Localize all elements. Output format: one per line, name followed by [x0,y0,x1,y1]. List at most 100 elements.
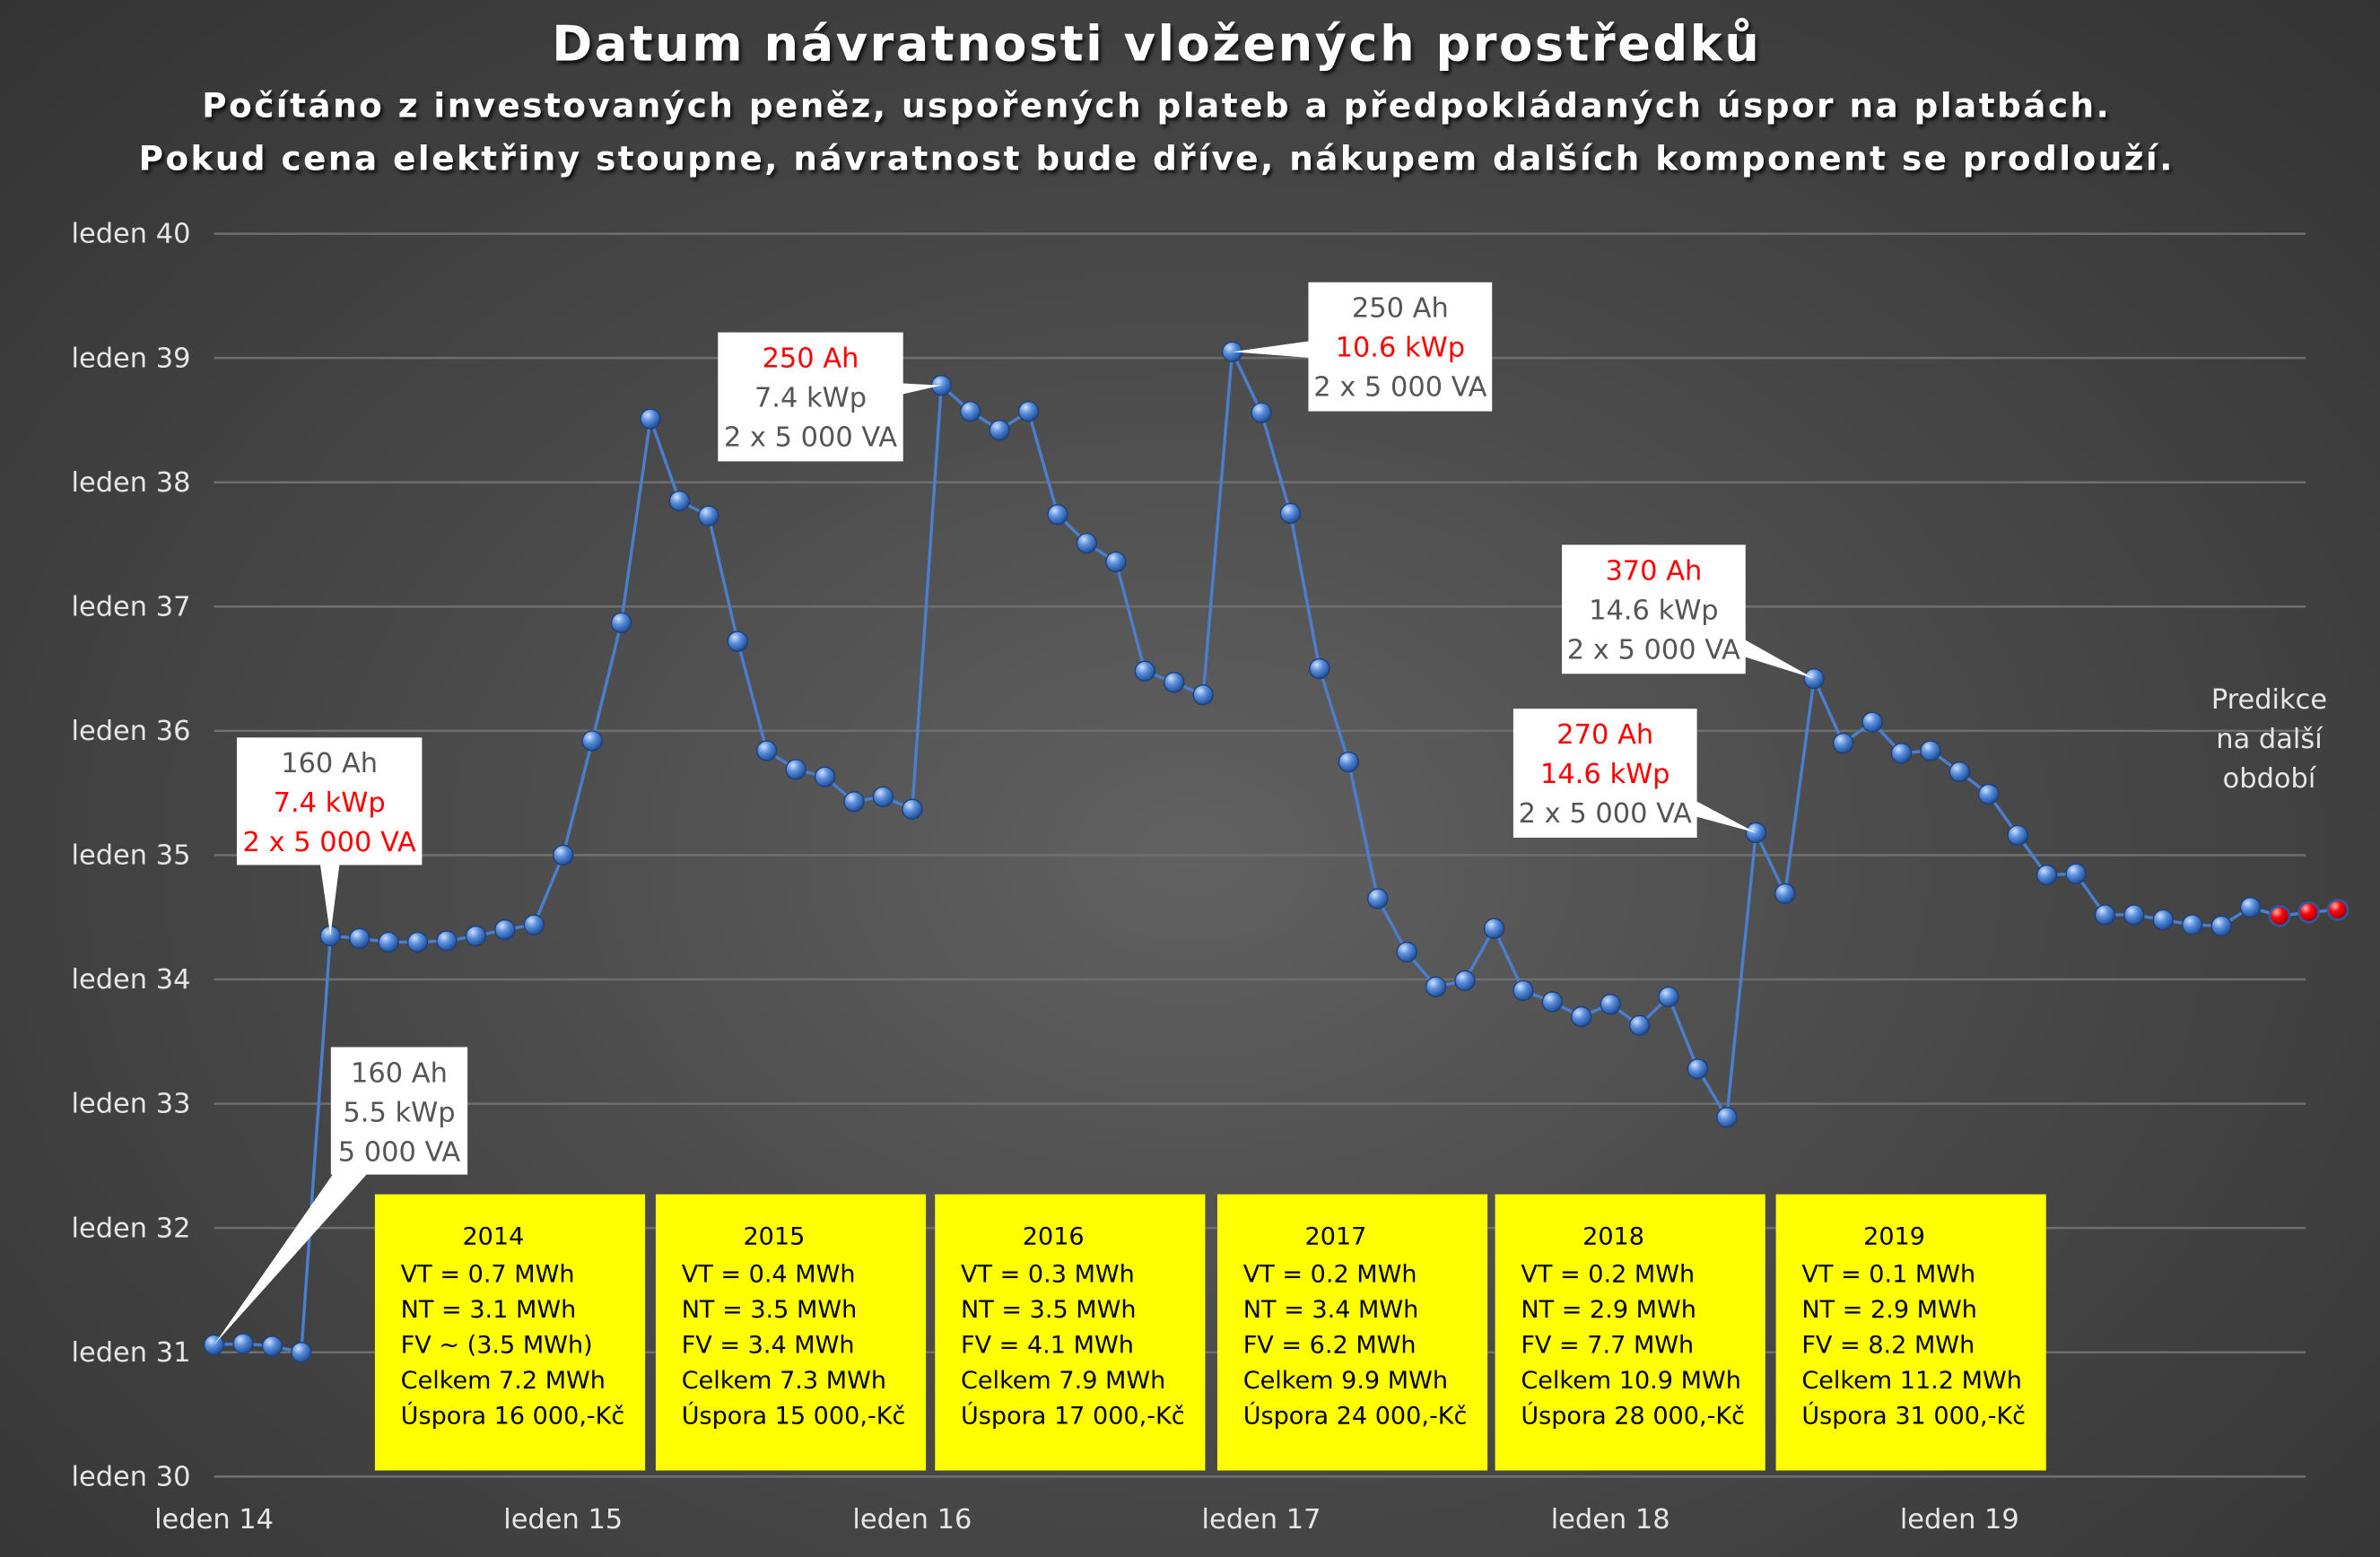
data-point [1716,1107,1738,1128]
data-point [1948,761,1971,783]
yearly-box-line: NT = 3.4 MWh [1243,1296,1419,1324]
data-point [2065,863,2087,884]
y-tick-label: leden 37 [72,591,191,622]
yearly-box-bg [935,1194,1206,1471]
data-point [2239,896,2262,918]
data-point [2094,904,2116,926]
data-point [1105,551,1127,573]
yearly-box-line: NT = 3.1 MWh [401,1296,577,1324]
yearly-box-line: Celkem 7.3 MWh [682,1367,886,1395]
yearly-summary-box: 2016 VT = 0.3 MWh NT = 3.5 MWh FV = 4.1 MWh… [935,1194,1206,1471]
yearly-box-bg [1495,1194,1765,1471]
callout-line: 250 Ah [1352,293,1449,325]
chart-subtitle-1: Počítáno z investovaných peněz, uspořený… [202,85,2111,125]
yearly-box-year: 2016 [1023,1222,1085,1250]
callout-line: 10.6 kWp [1336,333,1466,364]
data-point [727,631,748,652]
callout-line: 2 x 5 000 VA [724,422,897,453]
callout-line: 7.4 kWp [754,382,867,413]
callout-line: 14.6 kWp [1540,759,1670,790]
callout: 160 Ah 7.4 kWp 2 x 5 000 VA [236,737,423,936]
yearly-box-line: FV = 8.2 MWh [1801,1332,1975,1360]
yearly-box-line: FV = 6.2 MWh [1243,1332,1417,1360]
data-point [2036,864,2058,886]
data-point [1483,918,1505,939]
callout-line: 2 x 5 000 VA [1519,798,1692,830]
data-point [1425,976,1447,998]
callout: 270 Ah 14.6 kWp 2 x 5 000 VA [1513,709,1757,838]
callout: 250 Ah 10.6 kWp 2 x 5 000 VA [1232,282,1493,412]
callout-line: 270 Ah [1556,719,1653,751]
data-point [698,505,719,526]
chart-title: Datum návratnosti vložených prostředků [552,16,1761,73]
y-tick-label: leden 31 [72,1337,191,1369]
data-point [1541,991,1563,1013]
data-point [668,490,691,512]
yearly-box-year: 2019 [1863,1222,1925,1250]
yearly-box-line: VT = 0.7 MWh [401,1261,575,1289]
x-tick-label: leden 16 [852,1504,972,1535]
data-point [2007,824,2028,846]
y-tick-label: leden 34 [72,964,191,996]
data-point [1454,970,1476,992]
data-point [2182,914,2203,935]
prediction-point [2326,899,2349,921]
yearly-box-line: VT = 0.1 MWh [1801,1261,1975,1289]
data-point [1920,740,1941,761]
yearly-box-line: Úspora 16 000,-Kč [401,1401,625,1430]
yearly-box-line: FV = 3.4 MWh [682,1332,855,1360]
data-point [1017,401,1040,422]
yearly-box-line: NT = 3.5 MWh [961,1296,1137,1324]
prediction-point [2268,905,2291,927]
data-point [1658,986,1679,1008]
prediction-label-line: Predikce [2211,684,2327,716]
y-tick-label: leden 39 [72,343,191,374]
data-point [1192,684,1214,706]
callout: 250 Ah 7.4 kWp 2 x 5 000 VA [718,332,942,462]
callout-line: 160 Ah [281,748,378,779]
yearly-summary-box: 2015 VT = 0.4 MWh NT = 3.5 MWh FV = 3.4 MWh… [655,1194,927,1471]
data-point [261,1335,283,1357]
data-point [1047,504,1068,526]
data-point [291,1342,312,1363]
data-point [1279,502,1302,525]
yearly-box-line: Celkem 9.9 MWh [1243,1367,1448,1395]
callout-line: 5.5 kWp [343,1097,455,1128]
data-point [349,927,371,949]
yearly-box-year: 2015 [743,1222,805,1250]
y-tick-label: leden 35 [72,840,191,872]
yearly-box-bg [374,1194,646,1471]
yearly-box-line: Úspora 15 000,-Kč [682,1401,906,1430]
callout-line: 160 Ah [351,1057,448,1089]
y-tick-label: leden 30 [72,1461,191,1492]
callout-box [1562,544,1746,674]
yearly-box-line: Úspora 17 000,-Kč [961,1401,1185,1430]
y-tick-label: leden 32 [72,1213,191,1244]
x-tick-label: leden 18 [1551,1504,1670,1535]
callout-line: 7.4 kWp [274,787,386,819]
data-point [1774,883,1796,905]
data-point [1861,711,1883,733]
callout-box [236,737,423,865]
callout-line: 370 Ah [1605,555,1702,587]
yearly-box-line: FV ~ (3.5 MWh) [401,1332,593,1360]
data-point [581,730,603,752]
data-point [756,740,778,761]
yearly-summary-box: 2018 VT = 0.2 MWh NT = 2.9 MWh FV = 7.7 MWh… [1495,1194,1765,1471]
prediction-label: Predikce na další období [2211,684,2327,795]
callout-line: 5 000 VA [338,1136,461,1168]
callout-line: 14.6 kWp [1589,595,1719,626]
data-point [843,791,865,813]
yearly-box-line: Úspora 24 000,-Kč [1243,1401,1468,1430]
data-point [1076,532,1098,554]
data-point [1978,783,2000,805]
series-line-prediction [2250,906,2339,918]
yearly-box-line: NT = 2.9 MWh [1521,1296,1696,1324]
data-point [378,931,399,953]
data-point [2210,915,2232,937]
data-point [1134,660,1155,683]
callout-box [1308,282,1493,412]
data-point [1396,941,1417,963]
